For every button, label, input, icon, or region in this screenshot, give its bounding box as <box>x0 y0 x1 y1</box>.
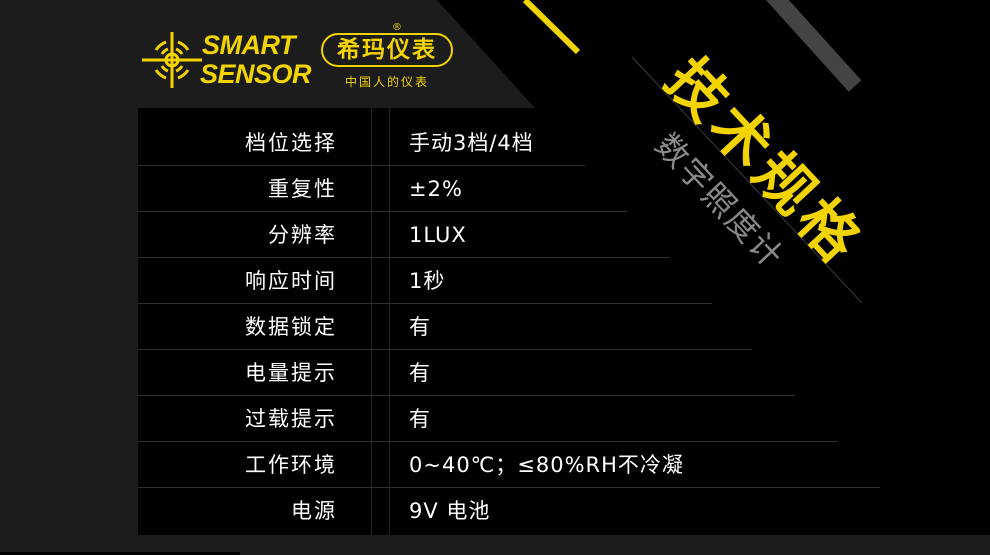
spec-label: 电源 <box>291 499 337 523</box>
spec-label: 重复性 <box>268 177 337 201</box>
spec-row: 过载提示 有 <box>138 396 990 442</box>
spec-value: 有 <box>409 315 431 339</box>
spec-row: 工作环境 0~40℃；≤80%RH不冷凝 <box>138 442 990 488</box>
spec-label: 电量提示 <box>245 361 337 385</box>
spec-row: 响应时间 1秒 <box>138 258 990 304</box>
row-divider <box>138 395 795 396</box>
yellow-accent-stroke <box>522 0 581 55</box>
spec-row: 分辨率 1LUX <box>138 212 990 258</box>
spec-row: 档位选择 手动3档/4档 <box>138 120 990 166</box>
spec-value: 手动3档/4档 <box>409 131 534 155</box>
spec-label: 数据锁定 <box>245 315 337 339</box>
row-divider <box>138 349 752 350</box>
spec-row: 电源 9V 电池 <box>138 488 990 534</box>
spec-label: 工作环境 <box>245 453 337 477</box>
row-divider <box>138 257 670 258</box>
spec-label: 响应时间 <box>245 269 337 293</box>
logo: SMART SENSOR 希玛仪表 ® 中国人的仪表 <box>140 22 460 94</box>
spec-value: 1LUX <box>409 223 467 247</box>
row-divider <box>138 487 880 488</box>
brand-en-line2: SENSOR <box>200 59 312 89</box>
brand-en-line1: SMART <box>202 30 296 60</box>
spec-row: 重复性 ±2% <box>138 166 990 212</box>
spec-row: 电量提示 有 <box>138 350 990 396</box>
row-divider <box>138 303 712 304</box>
row-divider <box>138 165 585 166</box>
spec-label: 过载提示 <box>245 407 337 431</box>
crosshair-icon <box>142 32 202 88</box>
column-divider <box>371 108 372 535</box>
spec-row: 数据锁定 有 <box>138 304 990 350</box>
spec-table: 档位选择 手动3档/4档 重复性 ±2% 分辨率 1LUX 响应时间 1秒 数据锁定有电量提示有… <box>138 108 990 535</box>
registered-mark: ® <box>392 22 402 33</box>
column-divider <box>389 108 390 535</box>
brand-cn: 希玛仪表 <box>337 37 437 63</box>
spec-value: ±2% <box>409 177 463 201</box>
spec-label: 档位选择 <box>245 131 337 155</box>
spec-value: 有 <box>409 361 431 385</box>
spec-label: 分辨率 <box>268 223 337 247</box>
row-divider <box>138 441 838 442</box>
spec-value: 有 <box>409 407 431 431</box>
row-divider <box>138 211 628 212</box>
spec-value: 0~40℃；≤80%RH不冷凝 <box>409 453 684 477</box>
brand-cn-badge: 希玛仪表 <box>321 33 453 67</box>
spec-value: 9V 电池 <box>409 499 491 523</box>
spec-value: 1秒 <box>409 269 446 293</box>
brand-slogan: 中国人的仪表 <box>344 75 429 89</box>
